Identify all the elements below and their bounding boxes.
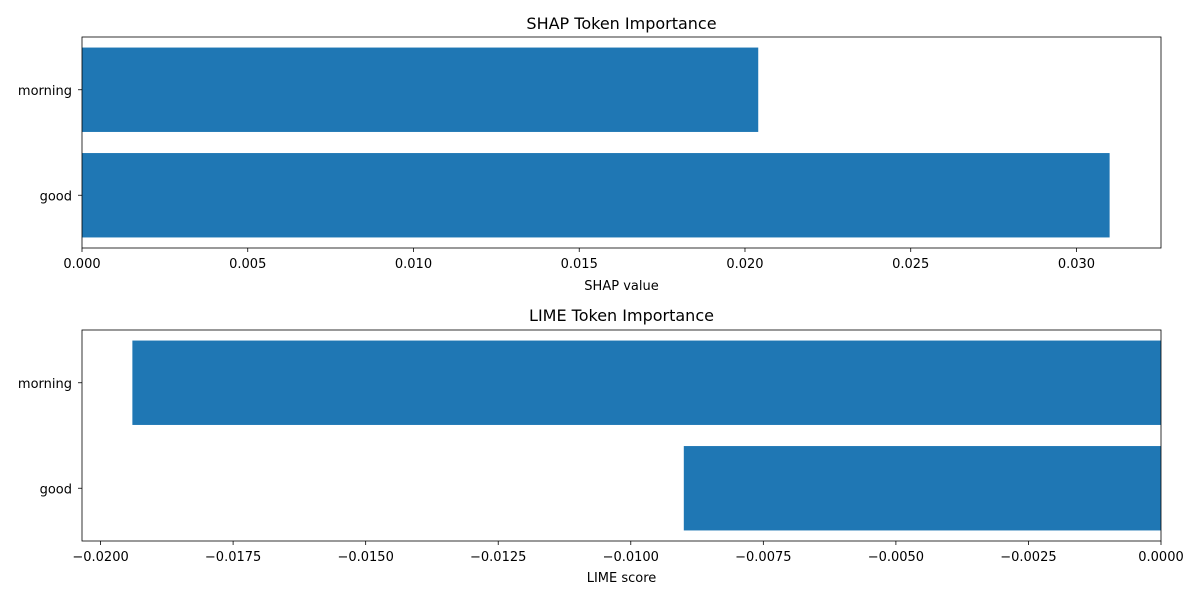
shap-xlabel: SHAP value	[584, 279, 658, 294]
lime-xtick-label: −0.0075	[735, 550, 791, 565]
lime-xtick-label: −0.0100	[603, 550, 659, 565]
shap-title: SHAP Token Importance	[526, 14, 716, 33]
shap-xtick-label: 0.010	[395, 257, 432, 272]
shap-panel: SHAP Token Importance SHAP value morning…	[18, 14, 1162, 294]
lime-xtick-label: −0.0025	[1000, 550, 1056, 565]
shap-xtick-label: 0.005	[229, 257, 266, 272]
lime-title: LIME Token Importance	[529, 306, 714, 325]
lime-xtick-label: 0.0000	[1138, 550, 1184, 565]
lime-ytick-label: morning	[18, 377, 72, 392]
shap-xtick-label: 0.000	[63, 257, 100, 272]
lime-xtick-label: −0.0150	[337, 550, 393, 565]
lime-bar-morning	[132, 340, 1162, 425]
lime-ytick-label: good	[40, 482, 72, 497]
lime-xtick-label: −0.0050	[868, 550, 924, 565]
lime-axes-frame	[81, 329, 1162, 542]
shap-xtick-label: 0.015	[561, 257, 598, 272]
lime-xtick-label: −0.0175	[205, 550, 261, 565]
lime-panel: LIME Token Importance LIME score morning…	[18, 306, 1184, 586]
shap-axes-frame	[81, 36, 1162, 249]
lime-xtick-label: −0.0125	[470, 550, 526, 565]
lime-bar-good	[683, 446, 1161, 531]
shap-ytick-label: good	[40, 189, 72, 204]
lime-xlabel: LIME score	[587, 571, 657, 586]
shap-bar-morning	[82, 47, 759, 132]
shap-bar-good	[82, 153, 1110, 238]
shap-xtick-label: 0.020	[726, 257, 763, 272]
shap-xtick-label: 0.030	[1058, 257, 1095, 272]
shap-xtick-label: 0.025	[892, 257, 929, 272]
lime-xtick-label: −0.0200	[72, 550, 128, 565]
shap-ytick-label: morning	[18, 84, 72, 99]
